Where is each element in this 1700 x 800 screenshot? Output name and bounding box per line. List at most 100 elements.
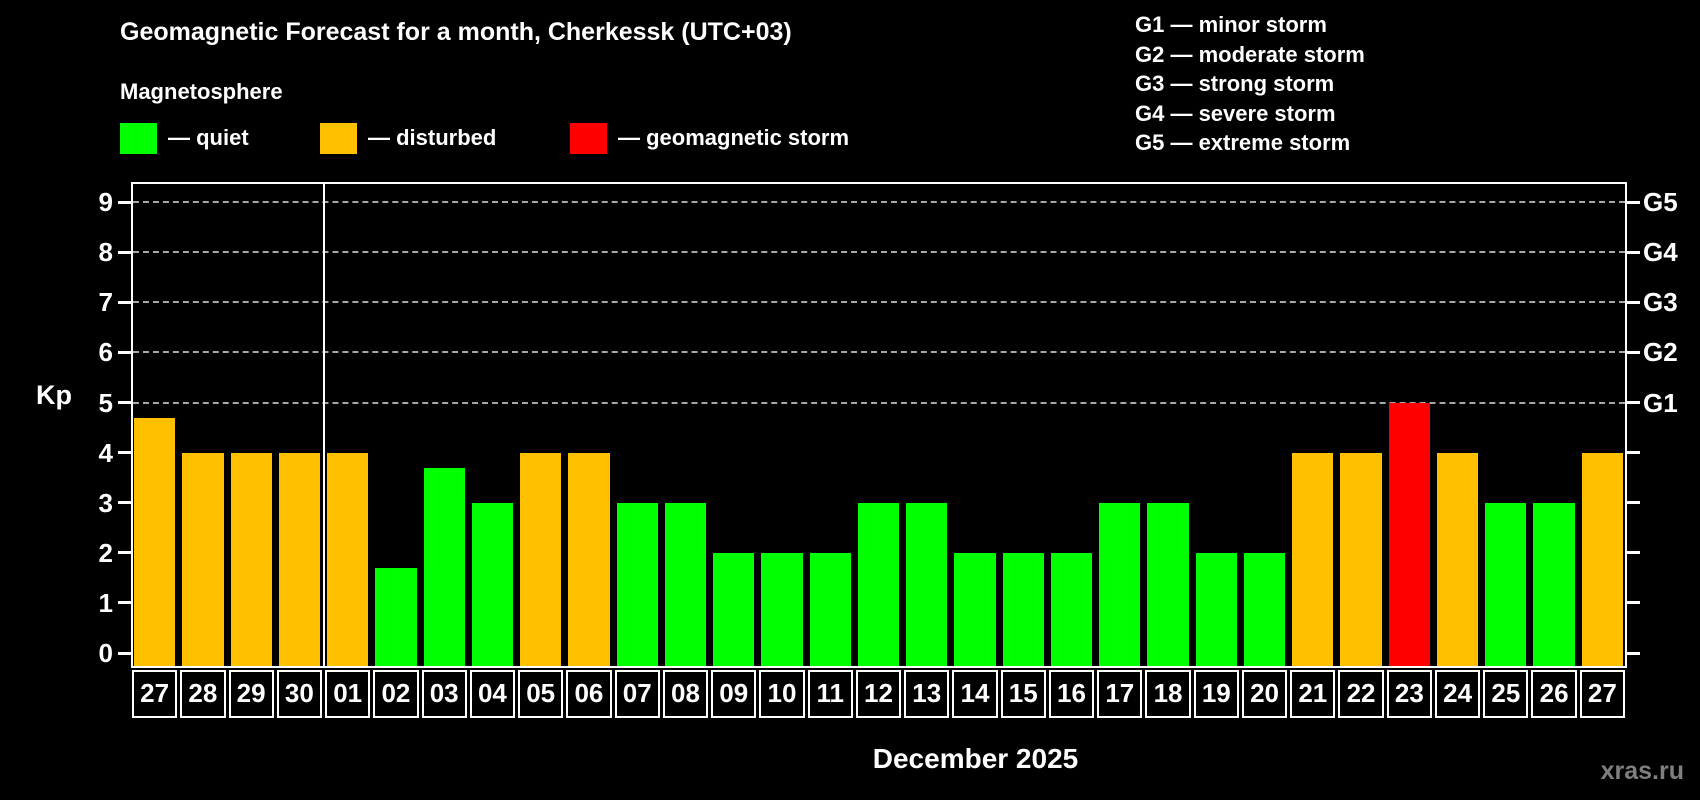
- right-tick-9: [1627, 200, 1640, 204]
- kp-bar-day-01: [327, 452, 369, 666]
- y-axis-label-7: 7: [98, 287, 113, 318]
- kp-bar-day-18: [1147, 502, 1189, 666]
- left-tick-9: [118, 200, 131, 204]
- gridline-kp8: [133, 251, 1625, 254]
- left-tick-7: [118, 300, 131, 304]
- day-label-13: 13: [904, 670, 950, 718]
- day-label-04: 04: [469, 670, 516, 718]
- legend-label-quiet: — quiet: [168, 125, 249, 150]
- right-axis-label-G4: G4: [1643, 237, 1678, 268]
- kp-bar-day-14: [954, 552, 996, 666]
- day-label-02: 02: [373, 670, 419, 718]
- kp-bar-day-13: [906, 502, 948, 666]
- right-tick-7: [1627, 300, 1640, 304]
- day-label-27: 27: [132, 670, 178, 718]
- day-label-18: 18: [1145, 670, 1191, 718]
- day-label-09: 09: [711, 670, 757, 718]
- day-label-10: 10: [759, 670, 805, 718]
- y-axis-label-6: 6: [98, 337, 113, 368]
- kp-bar-day-19: [1195, 552, 1237, 666]
- kp-bar-day-20: [1243, 552, 1286, 666]
- day-label-05: 05: [518, 670, 564, 718]
- g-legend-line-1: G1 — minor storm: [1135, 12, 1327, 37]
- g-legend-line-5: G5 — extreme storm: [1135, 130, 1351, 155]
- day-label-25: 25: [1483, 670, 1529, 718]
- storm-swatch: [570, 122, 607, 154]
- month-separator-line: [323, 182, 326, 668]
- watermark: xras.ru: [1600, 757, 1684, 785]
- kp-bar-day-25: [1485, 502, 1527, 666]
- y-axis-label-3: 3: [98, 487, 113, 518]
- kp-bar-day-29: [230, 452, 272, 666]
- g-scale-legend: G1 — minor storm G2 — moderate storm G3 — …: [1135, 10, 1365, 158]
- kp-bar-day-16: [1050, 552, 1093, 666]
- day-label-19: 19: [1193, 670, 1239, 718]
- left-tick-5: [118, 401, 131, 404]
- left-tick-3: [118, 501, 131, 505]
- kp-bar-day-06: [568, 452, 610, 666]
- day-label-20: 20: [1241, 670, 1288, 718]
- kp-bar-day-23: [1388, 402, 1430, 666]
- kp-bar-day-11: [809, 552, 851, 666]
- y-axis-label-5: 5: [98, 387, 113, 418]
- kp-bar-day-07: [616, 502, 658, 666]
- day-label-08: 08: [662, 670, 709, 718]
- g-legend-line-2: G2 — moderate storm: [1135, 41, 1365, 67]
- day-label-23: 23: [1386, 670, 1432, 718]
- y-axis-label-2: 2: [98, 537, 113, 568]
- day-label-15: 15: [1000, 670, 1046, 718]
- legend-item-storm: — geomagnetic storm: [570, 122, 849, 154]
- day-label-12: 12: [855, 670, 902, 718]
- right-tick-2: [1627, 551, 1640, 555]
- kp-bar-day-05: [520, 452, 562, 666]
- day-label-14: 14: [952, 670, 998, 718]
- kp-bar-day-03: [423, 467, 465, 666]
- kp-bar-day-27: [134, 417, 176, 666]
- right-tick-0: [1627, 651, 1640, 655]
- kp-bar-day-15: [1002, 552, 1044, 666]
- day-label-16: 16: [1048, 670, 1095, 718]
- y-axis-label-8: 8: [98, 237, 113, 268]
- day-label-21: 21: [1290, 670, 1336, 718]
- legend-item-disturbed: — disturbed: [320, 122, 496, 154]
- right-axis-label-G3: G3: [1643, 287, 1678, 318]
- day-label-26: 26: [1531, 670, 1577, 718]
- magnetosphere-label: Magnetosphere: [120, 79, 283, 104]
- day-label-30: 30: [276, 670, 323, 718]
- day-label-07: 07: [614, 670, 660, 718]
- g-legend-line-4: G4 — severe storm: [1135, 100, 1336, 126]
- kp-bar-day-24: [1436, 452, 1479, 666]
- right-tick-5: [1627, 401, 1640, 404]
- day-label-06: 06: [566, 670, 612, 718]
- kp-bar-day-02: [375, 567, 417, 666]
- left-tick-2: [118, 551, 131, 555]
- y-axis-label-1: 1: [98, 587, 113, 618]
- day-label-29: 29: [228, 670, 274, 718]
- day-label-03: 03: [421, 670, 467, 718]
- kp-bar-day-04: [471, 502, 514, 666]
- kp-bar-day-10: [761, 552, 803, 666]
- chart-title: Geomagnetic Forecast for a month, Cherke…: [120, 18, 792, 46]
- left-tick-0: [118, 651, 131, 655]
- right-tick-3: [1627, 501, 1640, 505]
- right-tick-1: [1627, 601, 1640, 605]
- kp-bar-day-26: [1533, 502, 1575, 666]
- left-tick-8: [118, 250, 131, 254]
- kp-bar-day-27: [1581, 452, 1623, 666]
- g-legend-line-3: G3 — strong storm: [1135, 71, 1335, 96]
- left-tick-6: [118, 350, 131, 354]
- gridline-kp5: [133, 401, 1625, 404]
- y-axis-label-0: 0: [98, 638, 113, 668]
- kp-bar-day-08: [664, 502, 707, 666]
- y-axis-title: Kp: [36, 380, 72, 410]
- x-axis-title: December 2025: [872, 743, 1079, 774]
- day-label-17: 17: [1097, 670, 1143, 718]
- legend-item-quiet: — quiet: [120, 122, 249, 154]
- right-tick-6: [1627, 350, 1640, 354]
- kp-bar-day-21: [1292, 452, 1334, 666]
- day-label-27: 27: [1579, 670, 1625, 718]
- kp-bar-day-22: [1340, 452, 1382, 666]
- disturbed-swatch: [320, 122, 357, 154]
- kp-bar-day-12: [857, 502, 900, 666]
- right-axis-label-G2: G2: [1643, 337, 1678, 368]
